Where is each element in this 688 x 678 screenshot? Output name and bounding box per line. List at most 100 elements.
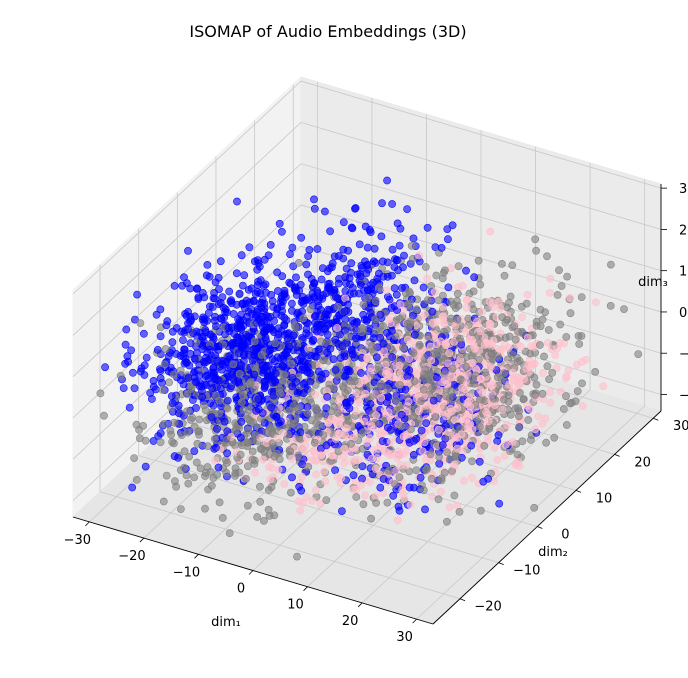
data-point xyxy=(363,243,372,252)
data-point xyxy=(130,315,139,324)
data-point xyxy=(212,322,220,331)
data-point xyxy=(456,368,465,377)
data-point xyxy=(264,251,273,260)
data-point xyxy=(352,493,361,501)
data-point xyxy=(221,308,229,316)
data-point xyxy=(142,353,151,362)
data-point xyxy=(180,463,188,472)
data-point xyxy=(339,382,347,391)
y-tick-label: 20 xyxy=(634,455,651,470)
data-point xyxy=(200,380,209,389)
data-point xyxy=(542,438,550,447)
data-point xyxy=(546,388,554,396)
data-point xyxy=(501,440,510,449)
data-point xyxy=(365,434,374,442)
data-point xyxy=(378,199,386,208)
data-point xyxy=(356,272,365,281)
data-point xyxy=(379,339,388,348)
data-point xyxy=(184,479,193,488)
data-point xyxy=(489,394,498,403)
data-point xyxy=(511,335,520,344)
data-point xyxy=(359,300,368,309)
data-point xyxy=(372,326,380,335)
data-point xyxy=(281,350,290,359)
x-tick-label: −10 xyxy=(173,565,200,580)
data-point xyxy=(153,345,162,354)
data-point xyxy=(508,368,517,377)
data-point xyxy=(311,486,320,495)
data-point xyxy=(553,291,562,299)
data-point xyxy=(304,331,313,340)
data-point xyxy=(360,315,369,324)
data-point xyxy=(221,330,229,338)
data-point xyxy=(403,372,412,381)
data-point xyxy=(186,339,195,348)
data-point xyxy=(201,504,209,513)
data-point xyxy=(473,317,482,326)
data-point xyxy=(467,441,476,450)
data-point xyxy=(566,294,575,302)
data-point xyxy=(496,304,505,313)
data-point xyxy=(410,377,419,386)
data-point xyxy=(476,385,485,394)
data-point xyxy=(403,205,411,213)
data-point xyxy=(267,403,276,412)
data-point xyxy=(170,477,179,486)
data-point xyxy=(388,200,396,208)
x-tick-mark xyxy=(303,586,308,591)
data-point xyxy=(525,404,534,413)
data-point xyxy=(476,327,485,335)
data-point xyxy=(306,305,315,314)
data-point xyxy=(136,319,145,327)
data-point xyxy=(232,300,241,309)
data-point xyxy=(426,342,435,351)
x-tick-mark xyxy=(85,521,90,527)
data-point xyxy=(260,307,268,316)
data-point xyxy=(448,467,456,475)
data-point xyxy=(259,328,268,337)
data-point xyxy=(264,505,273,514)
data-point xyxy=(182,471,191,480)
data-point xyxy=(482,359,491,368)
data-point xyxy=(557,282,566,290)
data-point xyxy=(544,326,553,334)
data-point xyxy=(523,333,532,342)
data-point xyxy=(360,417,369,426)
data-point xyxy=(531,235,540,244)
y-tick-label: 10 xyxy=(596,491,613,506)
data-point xyxy=(489,336,498,345)
data-point xyxy=(423,296,432,304)
y-tick-mark xyxy=(653,417,659,421)
data-point xyxy=(323,348,331,357)
data-point xyxy=(545,375,553,384)
data-point xyxy=(450,491,459,500)
data-point xyxy=(277,302,286,310)
data-point xyxy=(423,274,432,283)
data-point xyxy=(426,450,435,459)
data-point xyxy=(470,344,479,353)
data-point xyxy=(334,302,343,311)
data-point xyxy=(451,452,460,461)
z-tick-label: 20 xyxy=(679,223,688,238)
data-point xyxy=(252,406,261,415)
data-point xyxy=(316,409,325,418)
data-point xyxy=(311,404,319,413)
data-point xyxy=(177,376,185,384)
data-point xyxy=(210,288,218,297)
data-point xyxy=(355,240,364,249)
data-point xyxy=(239,405,248,414)
data-point xyxy=(163,317,172,326)
data-point xyxy=(430,349,438,358)
data-point xyxy=(233,321,242,330)
data-point xyxy=(393,453,401,462)
data-point xyxy=(371,315,380,324)
data-point xyxy=(437,487,445,496)
data-point xyxy=(331,435,340,443)
data-point xyxy=(237,361,246,369)
data-point xyxy=(258,455,267,464)
data-point xyxy=(489,303,497,312)
data-point xyxy=(482,408,490,417)
data-point xyxy=(206,330,215,339)
data-point xyxy=(203,260,212,269)
data-point xyxy=(139,421,147,430)
